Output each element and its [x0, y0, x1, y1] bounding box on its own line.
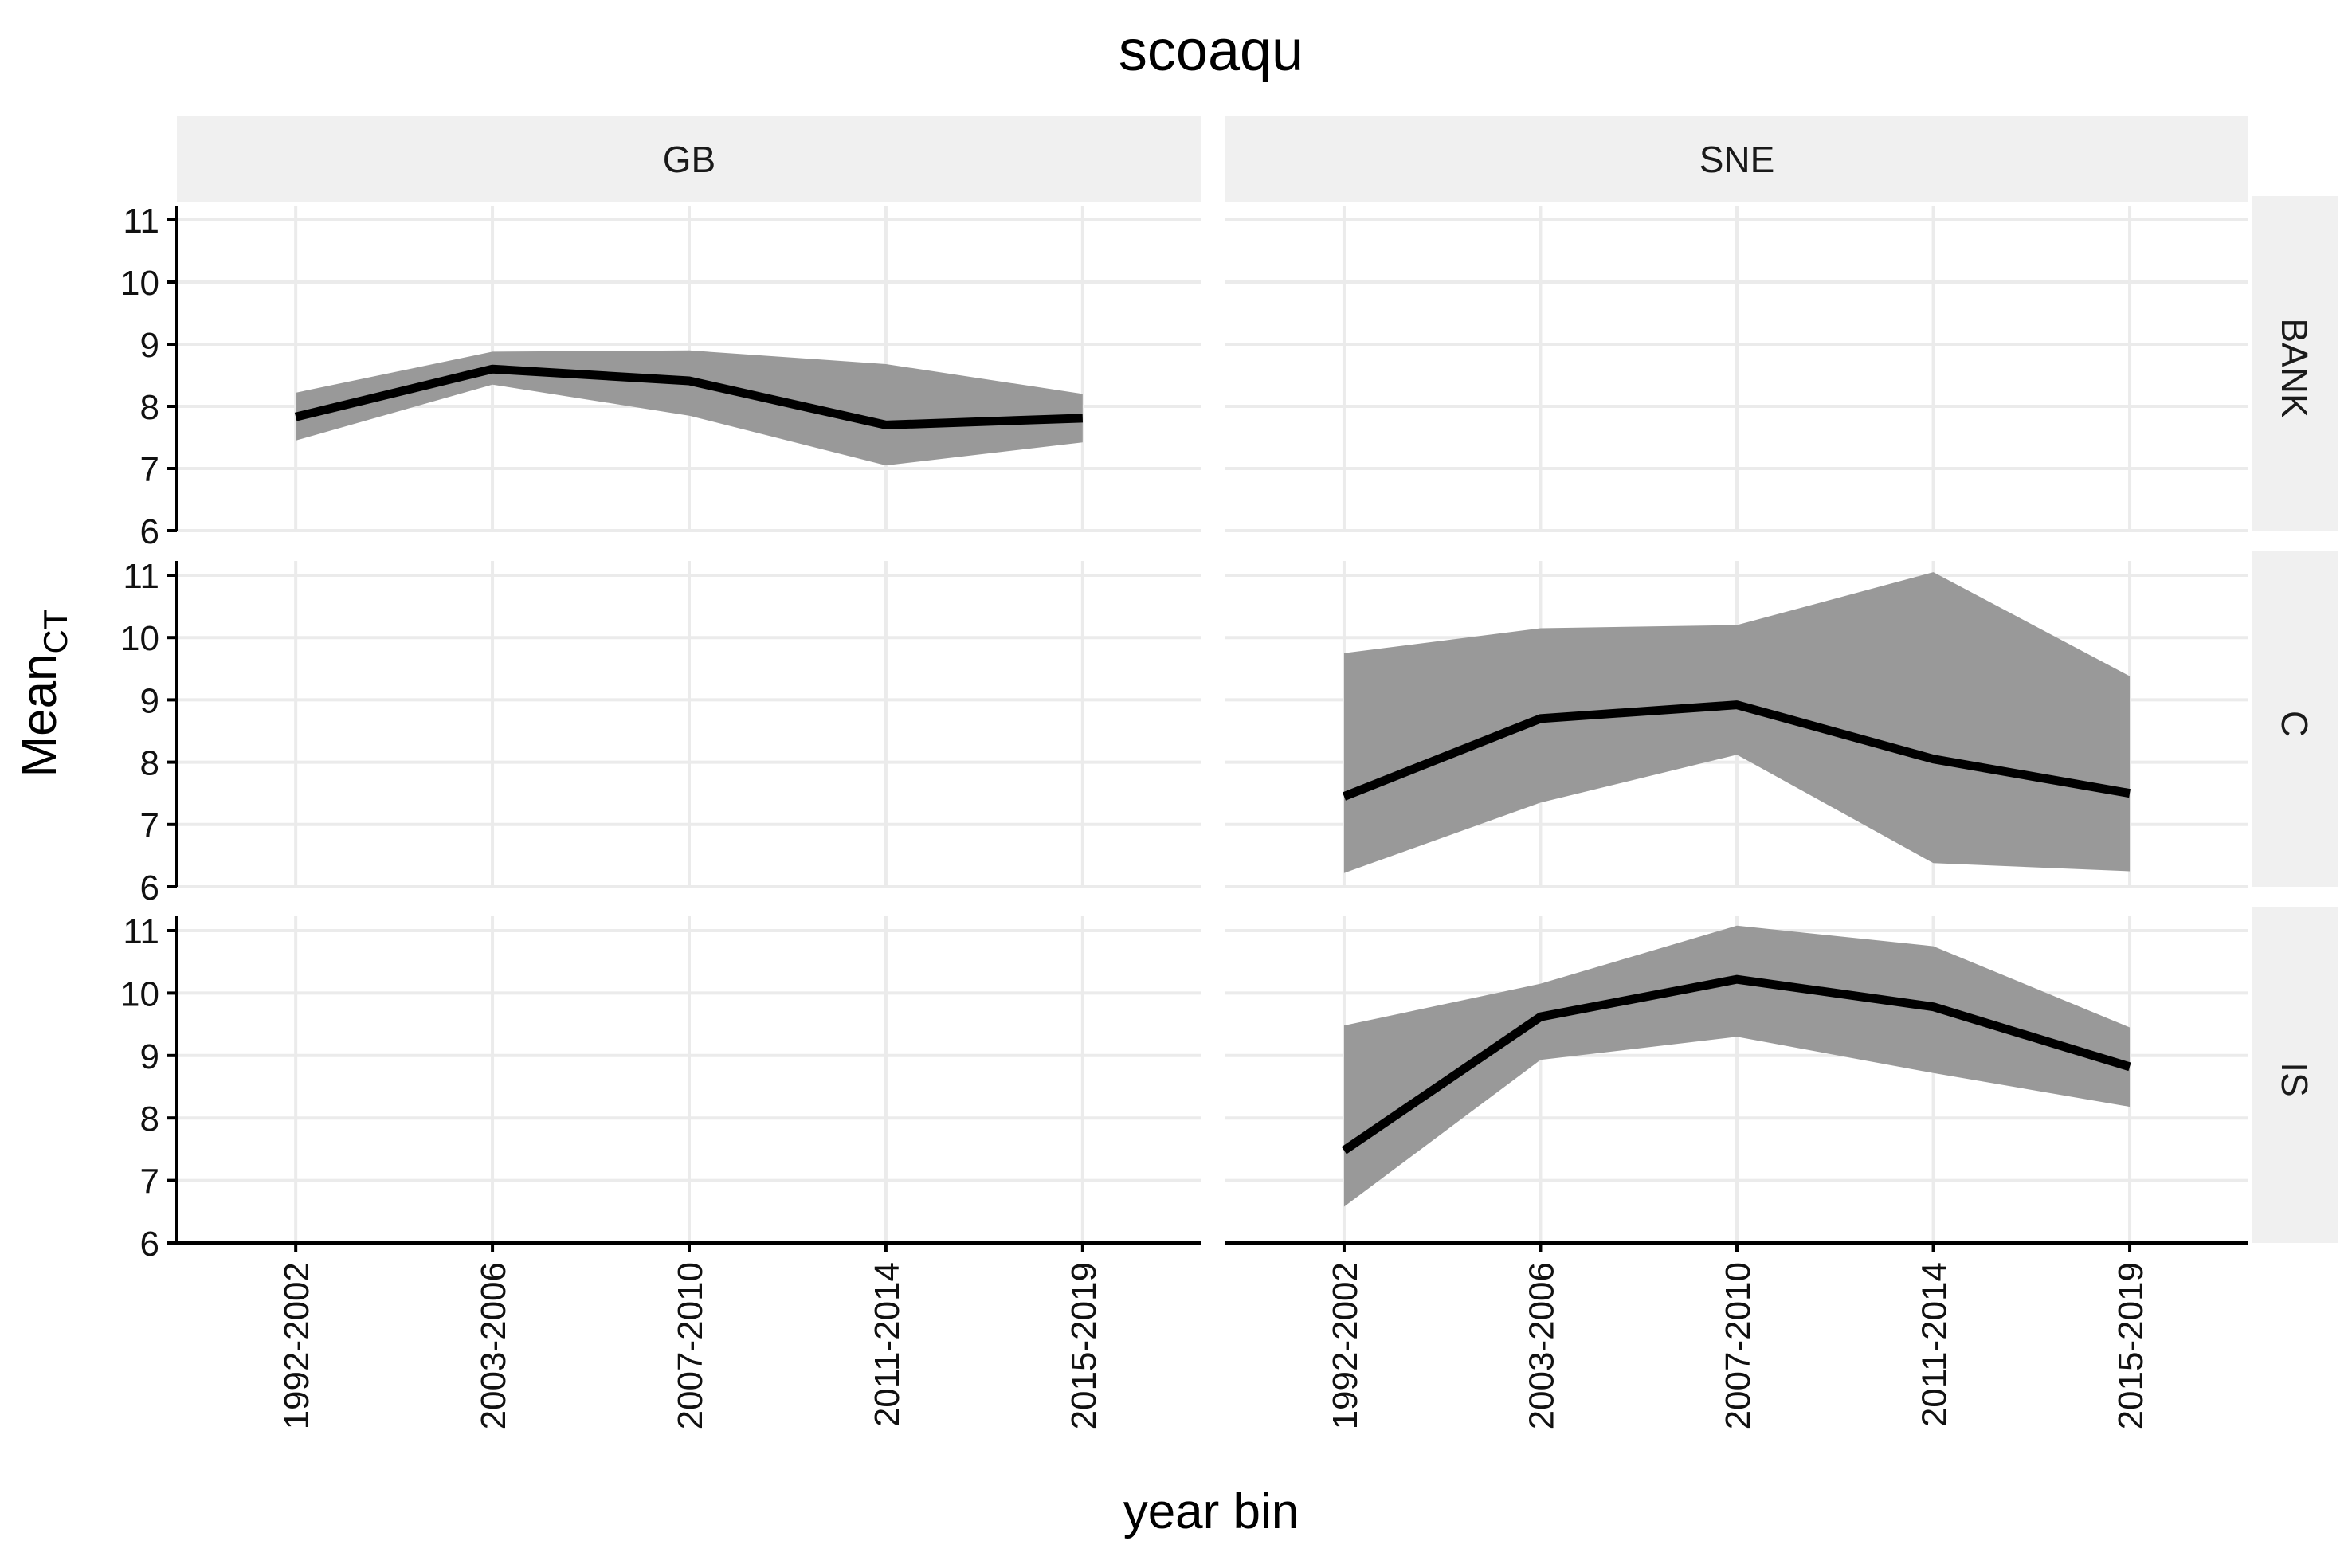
y-tick-label: 10 — [120, 619, 159, 658]
column-strip-label: SNE — [1699, 139, 1775, 180]
column-strip-label: GB — [663, 139, 715, 180]
x-axis-title: year bin — [1123, 1484, 1299, 1539]
confidence-ribbon — [1343, 572, 2131, 873]
chart-title: scoaqu — [1119, 19, 1303, 83]
y-axis-c: 6 7 8 9 10 11 — [120, 557, 178, 907]
x-axis-sne: 1992-2002 2003-2006 2007-2010 2011-2014 2015… — [1225, 1241, 2248, 1429]
y-tick-label: 6 — [140, 512, 159, 551]
y-tick-label: 6 — [140, 868, 159, 907]
x-tick-label: 2007-2010 — [1719, 1262, 1758, 1429]
column-strip-gb: GB — [177, 116, 1201, 202]
row-strip-background — [2252, 907, 2338, 1243]
x-tick-label: 2011-2014 — [868, 1262, 907, 1427]
y-tick-label: 7 — [140, 450, 159, 489]
x-axis-gb: 1992-2002 2003-2006 2007-2010 2011-2014 2015… — [177, 1241, 1201, 1429]
x-tick-label: 2015-2019 — [2111, 1262, 2150, 1429]
y-tick-label: 8 — [140, 744, 159, 783]
row-strip-background — [2252, 551, 2338, 887]
x-tick-label: 2015-2019 — [1064, 1262, 1103, 1429]
panel-c-sne — [1225, 561, 2248, 888]
column-strip-background — [1225, 116, 2248, 202]
confidence-ribbon — [296, 350, 1083, 466]
y-tick-label: 11 — [123, 202, 159, 241]
x-tick-label: 1992-2002 — [277, 1262, 316, 1429]
row-strip-background — [2252, 196, 2338, 531]
y-axis-title: MeanCT — [12, 609, 74, 777]
x-tick-label: 2011-2014 — [1915, 1262, 1954, 1427]
x-tick-label: 2007-2010 — [671, 1262, 710, 1429]
y-axis-is: 6 7 8 9 10 11 — [120, 912, 178, 1264]
confidence-ribbon — [1343, 925, 2131, 1207]
mean-line — [1341, 974, 2131, 1154]
plot-layer: GB SNE BANK C IS 6 7 8 9 10 11 6 7 8 9 10 11 6 7 8 9 10 11 1992… — [120, 116, 2338, 1429]
y-axis-bank: 6 7 8 9 10 11 — [120, 202, 178, 551]
column-strip-sne: SNE — [1225, 116, 2248, 202]
x-tick-label: 2003-2006 — [474, 1262, 513, 1429]
y-axis-title-subscript: CT — [37, 609, 74, 653]
row-strip-label: BANK — [2274, 318, 2315, 418]
y-tick-label: 7 — [140, 806, 159, 845]
column-strip-background — [177, 116, 1201, 202]
y-tick-label: 10 — [120, 264, 159, 303]
row-strip-label: IS — [2274, 1062, 2315, 1096]
y-tick-label: 8 — [140, 1100, 159, 1139]
y-tick-label: 11 — [123, 912, 159, 951]
y-tick-label: 9 — [140, 1037, 159, 1076]
row-strip-bank: BANK — [2252, 196, 2338, 531]
panel-bank-gb — [177, 206, 1201, 532]
x-tick-label: 2003-2006 — [1522, 1262, 1561, 1429]
x-tick-label: 1992-2002 — [1326, 1262, 1365, 1429]
mean-line — [294, 364, 1084, 429]
panel-c-gb — [177, 561, 1201, 888]
panel-bank-sne — [1225, 206, 2248, 532]
panel-is-gb — [177, 916, 1201, 1245]
mean-line — [1342, 700, 2131, 801]
y-tick-label: 6 — [140, 1225, 159, 1264]
y-tick-label: 9 — [140, 326, 159, 365]
y-tick-label: 10 — [120, 974, 159, 1013]
panel-is-sne — [1225, 916, 2248, 1245]
y-tick-label: 7 — [140, 1162, 159, 1201]
row-strip-label: C — [2274, 711, 2315, 737]
row-strip-is: IS — [2252, 907, 2338, 1243]
y-tick-label: 11 — [123, 557, 159, 596]
y-tick-label: 9 — [140, 681, 159, 720]
row-strip-c: C — [2252, 551, 2338, 887]
y-axis-title-main: Mean — [12, 653, 67, 777]
y-tick-label: 8 — [140, 388, 159, 427]
